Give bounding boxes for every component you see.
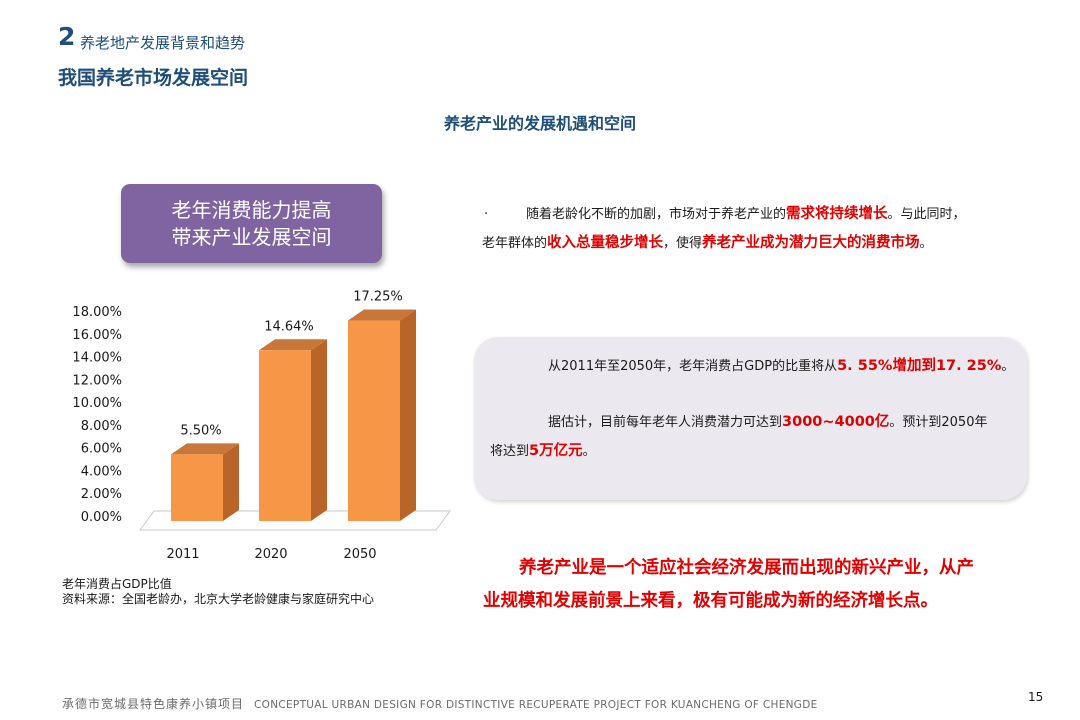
y-tick-label: 0.00%: [81, 510, 122, 525]
bar-top: [348, 309, 416, 321]
intro-highlight-1: 需求将持续增长: [786, 206, 888, 222]
y-tick-label: 14.00%: [72, 351, 122, 366]
bar-side: [311, 339, 327, 521]
chart-caption: 老年消费占GDP比值 资料来源：全国老龄办，北京大学老龄健康与家庭研究中心: [62, 577, 374, 607]
chart-source: 资料来源：全国老龄办，北京大学老龄健康与家庭研究中心: [62, 592, 375, 606]
y-tick-label: 16.00%: [72, 328, 122, 343]
bar-chart: 0.00% 2.00% 4.00% 6.00% 8.00% 10.00% 12.00% 14.…: [72, 290, 451, 562]
data-label: 17.25%: [353, 290, 403, 305]
intro-text-2: 。与此同时，: [887, 207, 966, 222]
bar-top: [259, 339, 327, 351]
y-tick-label: 12.00%: [72, 373, 122, 388]
panel-line-estimate: 据估计，目前每年老年人消费潜力可达到3000~4000亿。预计到2050年: [548, 408, 987, 437]
y-axis: 0.00% 2.00% 4.00% 6.00% 8.00% 10.00% 12.00% 14.…: [72, 305, 122, 525]
footer-project-cn: 承德市宽城县特色康养小镇项目: [62, 697, 245, 711]
intro-text-5: 。: [919, 236, 933, 251]
conclusion-line-2: 业规模和发展前景上来看，极有可能成为新的经济增长点。: [483, 591, 938, 611]
panel-highlight-ratio: 5. 55%增加到17. 25%: [837, 358, 1002, 374]
conclusion-text: 养老产业是一个适应社会经济发展而出现的新兴产业，从产 业规模和发展前景上来看，极…: [483, 552, 1043, 618]
y-tick-label: 18.00%: [72, 305, 122, 320]
bullet: ·: [484, 207, 489, 222]
callout-box: 老年消费能力提高 带来产业发展空间: [121, 184, 382, 263]
panel-line-forecast: 将达到5万亿元。: [490, 437, 596, 466]
slide-heading: 养老产业的发展机遇和空间: [443, 114, 636, 133]
panel-text-3: 据估计，目前每年老年人消费潜力可达到: [548, 415, 783, 430]
panel-text-6: 。: [582, 444, 596, 459]
y-tick-label: 4.00%: [81, 464, 122, 479]
info-panel: [474, 337, 1027, 500]
y-tick-label: 8.00%: [81, 419, 122, 434]
chart-caption-title: 老年消费占GDP比值: [62, 577, 172, 591]
y-tick-label: 10.00%: [72, 396, 122, 411]
panel-highlight-potential: 3000~4000亿: [782, 414, 890, 430]
bar: [171, 454, 223, 521]
page-number: 15: [1028, 690, 1044, 704]
section-number: 2: [58, 22, 76, 51]
x-tick-label: 2020: [254, 547, 287, 562]
bar-side: [223, 443, 239, 521]
footer-project-en: CONCEPTUAL URBAN DESIGN FOR DISTINCTIVE …: [254, 699, 818, 711]
panel-highlight-forecast: 5万亿元: [529, 443, 583, 459]
panel-text-1: 从2011年至2050年，老年消费占GDP的比重将从: [548, 359, 838, 374]
intro-text-4: ，使得: [663, 236, 703, 251]
intro-text-3: 老年群体的: [482, 236, 548, 251]
section-title: 养老地产发展背景和趋势: [80, 34, 246, 52]
intro-paragraph: · 随着老龄化不断的加剧，市场对于养老产业的需求将持续增长。与此同时， 老年群体的…: [482, 200, 1042, 258]
data-label: 14.64%: [264, 319, 314, 334]
footer: 承德市宽城县特色康养小镇项目 CONCEPTUAL URBAN DESIGN FO…: [62, 695, 818, 712]
data-label: 5.50%: [180, 423, 221, 438]
intro-text-1: 随着老龄化不断的加剧，市场对于养老产业的: [526, 207, 787, 222]
panel-text-4: 。预计到2050年: [889, 415, 988, 430]
bars: 5.50% 14.64% 17.25%: [171, 290, 416, 521]
y-tick-label: 6.00%: [81, 442, 122, 457]
x-axis: 2011 2020 2050: [166, 547, 376, 562]
x-tick-label: 2050: [343, 547, 376, 562]
callout-line-2: 带来产业发展空间: [171, 224, 332, 249]
bar-top: [171, 443, 239, 455]
page-title: 我国养老市场发展空间: [58, 67, 249, 89]
panel-line-ratio: 从2011年至2050年，老年消费占GDP的比重将从5. 55%增加到17. 2…: [548, 352, 1014, 381]
bar: [348, 320, 400, 521]
x-tick-label: 2011: [166, 547, 199, 562]
panel-text-5: 将达到: [490, 444, 530, 459]
intro-highlight-3: 养老产业成为潜力巨大的消费市场: [702, 235, 920, 251]
bar-side: [400, 309, 416, 521]
conclusion-line-1: 养老产业是一个适应社会经济发展而出现的新兴产业，从产: [519, 558, 974, 578]
bar: [259, 350, 311, 521]
panel-text-2: 。: [1001, 359, 1015, 374]
y-tick-label: 2.00%: [81, 487, 122, 502]
callout-line-1: 老年消费能力提高: [171, 197, 332, 222]
intro-highlight-2: 收入总量稳步增长: [547, 235, 664, 251]
